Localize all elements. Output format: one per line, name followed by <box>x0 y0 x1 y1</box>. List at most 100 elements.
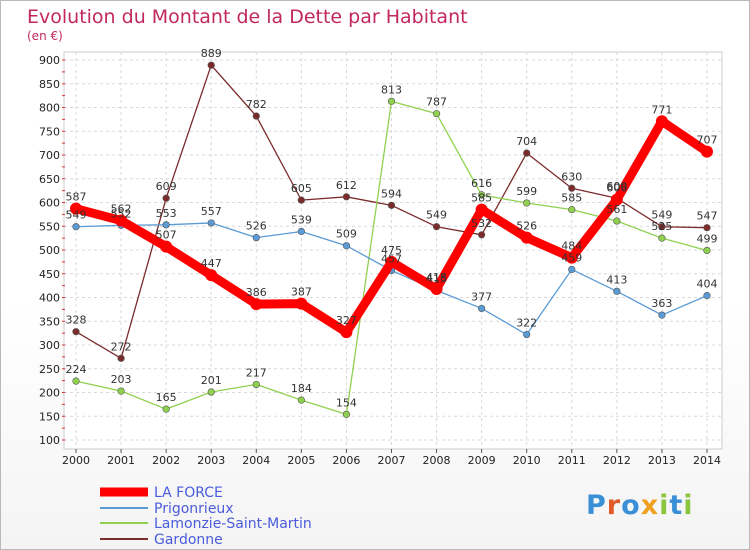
data-label: 526 <box>246 220 267 233</box>
data-label: 154 <box>336 396 357 409</box>
y-tick-label: 350 <box>39 315 60 328</box>
legend-label: LA FORCE <box>154 485 223 501</box>
data-point <box>207 219 215 227</box>
data-label: 782 <box>246 98 267 111</box>
data-point <box>568 206 576 214</box>
x-tick-label: 2013 <box>648 454 676 467</box>
chart-title: Evolution du Montant de la Dette par Hab… <box>27 6 468 28</box>
data-point <box>295 297 308 310</box>
data-point <box>387 201 396 209</box>
y-tick-label: 850 <box>39 78 60 91</box>
data-label: 328 <box>66 314 87 327</box>
data-label: 707 <box>696 134 717 147</box>
data-label: 787 <box>426 96 447 109</box>
data-point <box>655 115 668 128</box>
data-label: 224 <box>66 363 87 376</box>
data-point <box>160 240 173 253</box>
data-label: 553 <box>156 207 177 220</box>
data-label: 217 <box>246 366 267 379</box>
data-label: 549 <box>651 209 672 222</box>
data-label: 889 <box>201 47 222 60</box>
data-point <box>523 149 531 157</box>
data-label: 704 <box>516 135 537 148</box>
logo-letter: P <box>586 490 607 521</box>
data-label: 606 <box>606 182 627 195</box>
proxiti-logo: Proxiti <box>586 490 694 521</box>
data-label: 457 <box>381 252 402 265</box>
data-point <box>565 251 578 264</box>
data-point <box>252 380 260 389</box>
data-point <box>703 224 711 232</box>
y-tick-label: 250 <box>39 363 60 376</box>
legend-label: Gardonne <box>154 532 223 548</box>
data-label: 184 <box>291 382 312 395</box>
data-point <box>432 110 441 118</box>
logo-letter: x <box>640 490 660 521</box>
logo-letter: i <box>683 490 694 521</box>
data-label: 609 <box>606 180 627 193</box>
data-label: 771 <box>651 103 672 116</box>
data-label: 509 <box>336 228 357 241</box>
data-label: 585 <box>471 192 492 205</box>
data-point <box>523 330 531 339</box>
data-point <box>115 214 128 227</box>
data-point <box>72 223 80 231</box>
data-point <box>297 396 305 404</box>
data-point <box>658 234 666 242</box>
data-point <box>252 234 260 242</box>
data-point <box>478 231 486 239</box>
data-point <box>342 193 351 201</box>
data-label: 526 <box>516 220 537 233</box>
x-tick-label: 2008 <box>423 454 451 467</box>
data-label: 561 <box>606 203 627 216</box>
data-point <box>432 223 441 231</box>
data-point <box>523 199 531 207</box>
data-label: 612 <box>336 179 357 192</box>
x-tick-label: 2012 <box>603 454 631 467</box>
data-point <box>387 97 396 105</box>
y-tick-label: 450 <box>39 268 60 281</box>
legend-label: Prigonrieux <box>154 501 234 517</box>
y-tick-label: 200 <box>39 387 60 400</box>
data-label: 322 <box>516 317 537 330</box>
data-point <box>162 405 170 413</box>
data-label: 552 <box>111 207 132 220</box>
data-point <box>297 227 305 236</box>
x-tick-label: 2000 <box>62 454 90 467</box>
data-label: 630 <box>561 170 582 183</box>
data-label: 605 <box>291 182 312 195</box>
data-point <box>613 217 621 225</box>
x-tick-label: 2003 <box>197 454 225 467</box>
data-point <box>658 311 666 319</box>
data-point <box>703 292 711 300</box>
data-point <box>207 388 215 396</box>
data-point <box>162 221 170 229</box>
y-tick-label: 150 <box>39 410 60 423</box>
data-point <box>70 202 82 215</box>
y-tick-label: 550 <box>39 220 60 233</box>
data-point <box>117 354 125 362</box>
x-tick-label: 2006 <box>332 454 360 467</box>
data-point <box>385 255 398 268</box>
data-point <box>520 231 533 244</box>
data-label: 475 <box>381 244 402 257</box>
data-point <box>478 191 486 199</box>
data-point <box>205 269 218 282</box>
data-label: 507 <box>156 229 177 242</box>
logo-letter: i <box>659 490 670 521</box>
data-label: 386 <box>246 286 267 299</box>
data-label: 377 <box>471 290 492 303</box>
data-label: 813 <box>381 83 402 96</box>
data-label: 599 <box>516 185 537 198</box>
data-label: 525 <box>651 220 672 233</box>
x-tick-label: 2010 <box>513 454 541 467</box>
data-label: 415 <box>426 272 447 285</box>
y-tick-label: 500 <box>39 244 60 257</box>
data-label: 418 <box>426 271 447 284</box>
data-label: 609 <box>156 180 177 193</box>
data-label: 484 <box>561 240 582 253</box>
x-tick-label: 2001 <box>107 454 135 467</box>
legend-label: Lamonzie-Saint-Martin <box>154 516 312 532</box>
data-point <box>478 304 486 313</box>
